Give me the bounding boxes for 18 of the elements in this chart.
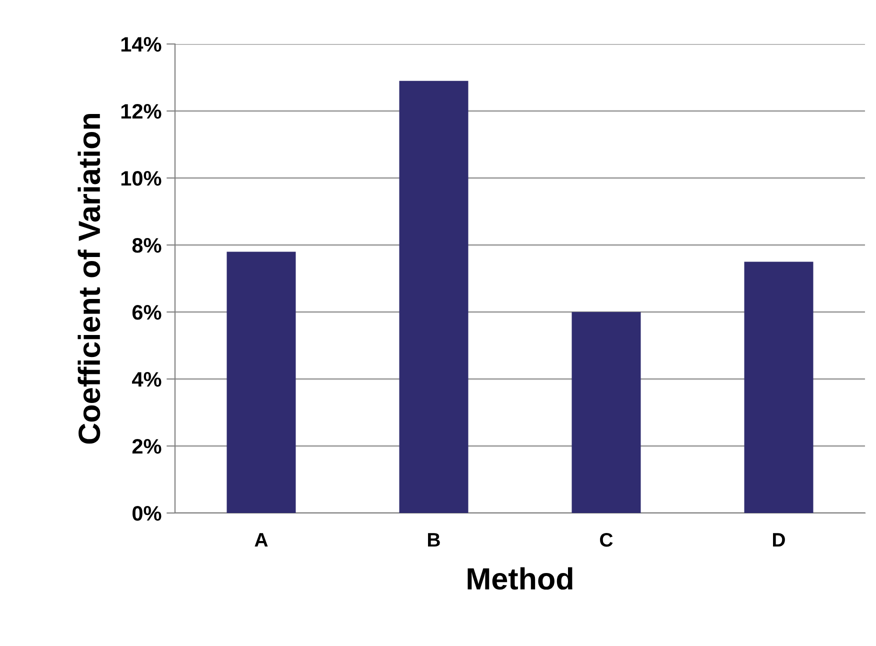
bar bbox=[744, 262, 814, 513]
x-tick-label: A bbox=[254, 533, 268, 547]
y-tick-label: 8% bbox=[132, 238, 162, 253]
y-tick-label: 14% bbox=[121, 37, 162, 52]
y-axis-title: Coefficient of Variation bbox=[78, 114, 100, 444]
y-tick-label: 2% bbox=[132, 439, 162, 454]
y-tick-label: 10% bbox=[121, 171, 162, 186]
x-tick-label: B bbox=[428, 533, 440, 547]
y-tick-label: 6% bbox=[132, 305, 162, 320]
bar bbox=[399, 80, 468, 513]
bar bbox=[226, 252, 296, 513]
y-tick-label: 4% bbox=[132, 372, 162, 387]
bar bbox=[572, 312, 641, 513]
x-tick-label: C bbox=[600, 532, 613, 547]
x-tick-label: D bbox=[773, 533, 785, 547]
y-tick-label: 12% bbox=[121, 104, 162, 119]
x-axis-title: Method bbox=[468, 567, 572, 590]
y-tick-label: 0% bbox=[132, 506, 162, 521]
